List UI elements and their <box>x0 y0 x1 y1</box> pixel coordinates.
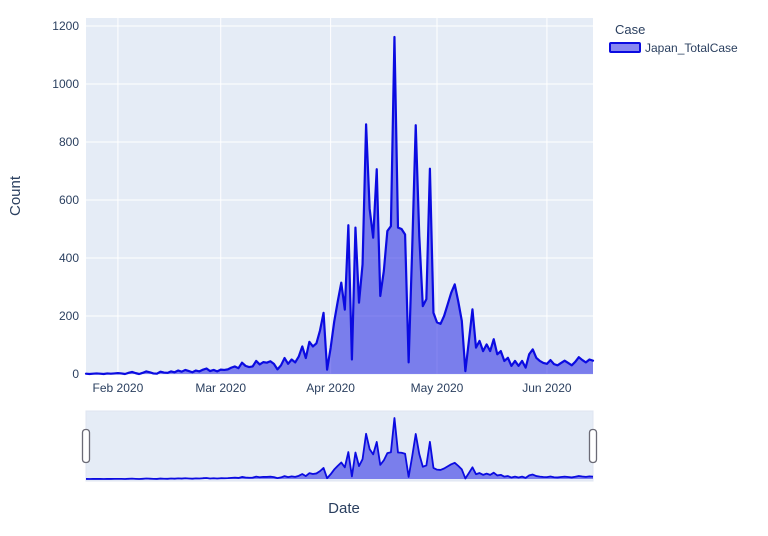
rangeslider-line <box>85 417 594 480</box>
y-tick-label: 1000 <box>52 77 79 91</box>
x-tick-label: Feb 2020 <box>93 381 144 395</box>
y-tick-labels: 0 200 400 600 800 1000 1200 <box>52 19 79 381</box>
x-tick-labels: Feb 2020 Mar 2020 Apr 2020 May 2020 Jun 2020 <box>93 381 572 395</box>
y-axis-title: Count <box>7 175 24 216</box>
y-tick-label: 1200 <box>52 19 79 33</box>
x-tick-label: May 2020 <box>411 381 464 395</box>
legend-item-label[interactable]: Japan_TotalCase <box>645 41 738 55</box>
x-axis-title: Date <box>328 500 360 517</box>
rangeslider-area-fill <box>86 418 593 479</box>
y-tick-label: 400 <box>59 251 79 265</box>
y-tick-label: 800 <box>59 135 79 149</box>
x-tick-label: Jun 2020 <box>522 381 572 395</box>
y-tick-label: 600 <box>59 193 79 207</box>
x-gridlines <box>117 18 548 374</box>
x-tick-label: Apr 2020 <box>306 381 355 395</box>
x-tick-label: Mar 2020 <box>195 381 246 395</box>
rangeslider-handle-left[interactable] <box>81 428 91 464</box>
y-tick-label: 0 <box>72 367 79 381</box>
y-tick-label: 200 <box>59 309 79 323</box>
series-area-fill <box>86 37 593 375</box>
legend-swatch[interactable] <box>609 42 641 53</box>
series-line <box>84 35 595 376</box>
legend-title: Case <box>615 22 645 37</box>
rangeslider-handle-right[interactable] <box>588 428 598 464</box>
